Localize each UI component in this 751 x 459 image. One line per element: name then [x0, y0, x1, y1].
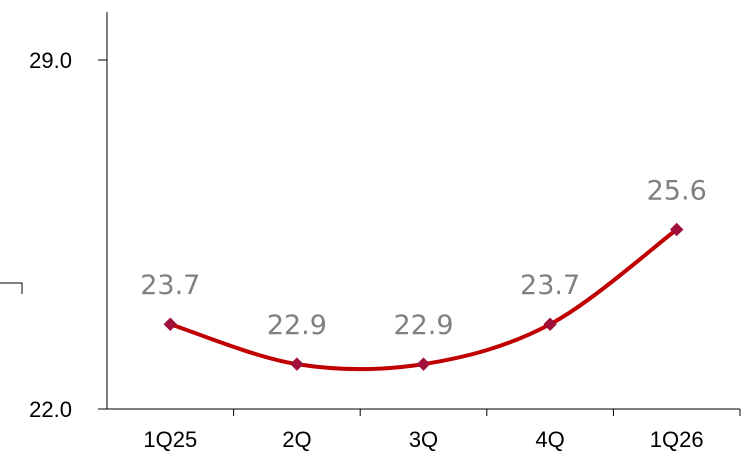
data-point-marker	[163, 317, 178, 331]
series-line	[168, 227, 679, 372]
y-ticks: 22.0 29.0	[29, 48, 107, 422]
x-tick-label: 4Q	[535, 427, 564, 452]
data-point-marker	[290, 357, 304, 371]
y-tick-label: 29.0	[29, 48, 72, 73]
series-group: 23.7 22.9 22.9 23.7 25.6	[140, 176, 707, 372]
data-label: 22.9	[393, 310, 453, 341]
y-tick-label: 22.0	[29, 397, 72, 422]
data-label: 23.7	[520, 270, 580, 301]
x-tick-label: 3Q	[409, 427, 438, 452]
data-point-marker	[669, 222, 684, 237]
x-tick-label: 1Q26	[650, 427, 704, 452]
x-tick-label: 2Q	[282, 427, 311, 452]
data-label: 23.7	[140, 270, 200, 301]
data-point-marker	[543, 317, 557, 331]
left-edge-bracket	[0, 282, 23, 294]
x-ticks: 1Q25 2Q 3Q 4Q 1Q26	[143, 409, 741, 452]
data-label: 22.9	[267, 310, 327, 341]
x-tick-label: 1Q25	[143, 427, 197, 452]
data-label: 25.6	[647, 176, 707, 207]
data-point-marker	[416, 357, 431, 371]
